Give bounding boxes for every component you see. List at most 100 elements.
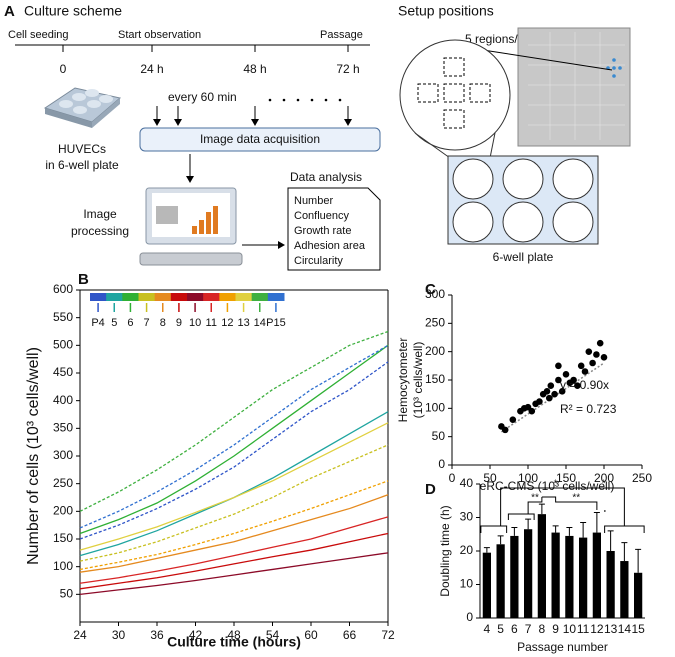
x-tick-label: 42 bbox=[189, 628, 203, 642]
y-tick-label: 50 bbox=[60, 587, 74, 601]
legend-label: 10 bbox=[189, 317, 201, 329]
time-label: 48 h bbox=[243, 62, 266, 76]
x-tick-label: 100 bbox=[518, 471, 538, 485]
series-line bbox=[79, 552, 389, 595]
panel-letter: C bbox=[425, 281, 436, 298]
legend-swatch bbox=[251, 293, 269, 301]
x-tick-label: 0 bbox=[449, 471, 456, 485]
time-label: 0 bbox=[60, 62, 67, 76]
series-line bbox=[79, 344, 389, 535]
y-tick-label: 400 bbox=[53, 393, 73, 407]
bracket bbox=[480, 510, 645, 533]
legend-label: 8 bbox=[160, 317, 166, 329]
x-tick-label: 12 bbox=[590, 622, 604, 636]
x-tick-label: 48 bbox=[227, 628, 241, 642]
point bbox=[543, 388, 551, 395]
error-bar bbox=[497, 535, 504, 545]
analysis-item: Confluency bbox=[294, 210, 350, 222]
plate-wells bbox=[452, 158, 594, 243]
well-zoom bbox=[399, 39, 511, 151]
trend-line bbox=[500, 362, 605, 433]
bar bbox=[482, 552, 491, 618]
setup-title: Setup positions bbox=[398, 3, 494, 19]
point bbox=[581, 368, 589, 375]
processing-label: Image bbox=[83, 207, 117, 221]
significance: * bbox=[554, 479, 558, 490]
point bbox=[536, 398, 543, 405]
x-tick-label: 10 bbox=[563, 622, 577, 636]
point bbox=[545, 394, 553, 402]
legend-swatch bbox=[90, 293, 107, 301]
zoom-line bbox=[489, 132, 496, 159]
bar bbox=[510, 535, 519, 618]
bar bbox=[565, 535, 574, 618]
y-tick-label: 100 bbox=[53, 559, 73, 573]
series-line bbox=[79, 361, 389, 540]
x-tick-label: 6 bbox=[511, 622, 518, 636]
point bbox=[574, 382, 581, 389]
y-tick-label: 600 bbox=[53, 282, 73, 296]
acquisition-label: Image data acquisition bbox=[200, 132, 320, 146]
plate-label: 6-well plate bbox=[493, 250, 554, 264]
cells-label: in 6-well plate bbox=[45, 158, 119, 172]
y-tick-label: 300 bbox=[53, 448, 73, 462]
y-tick-label: 450 bbox=[53, 365, 73, 379]
series-line bbox=[79, 344, 389, 529]
point bbox=[570, 376, 577, 384]
point bbox=[555, 376, 562, 384]
analysis-title: Data analysis bbox=[290, 170, 362, 184]
position-dots bbox=[606, 58, 622, 78]
series-line bbox=[79, 532, 389, 590]
point bbox=[562, 371, 570, 378]
y-tick-label: 250 bbox=[53, 476, 73, 490]
y-tick-label: 200 bbox=[53, 504, 73, 518]
cells-label: HUVECs bbox=[58, 142, 106, 156]
fit-label: y = 0.90x bbox=[560, 378, 609, 392]
y-tick-label: 0 bbox=[466, 610, 473, 624]
y-tick-label: 10 bbox=[460, 577, 474, 591]
significance: ** bbox=[531, 493, 539, 504]
legend-swatch bbox=[106, 293, 123, 301]
interval-label: every 60 min bbox=[168, 90, 237, 104]
point bbox=[558, 388, 566, 395]
y-axis-label: Hemocytometer bbox=[396, 338, 410, 423]
x-tick-label: 7 bbox=[525, 622, 532, 636]
panel-letter: D bbox=[425, 481, 436, 498]
y-tick-label: 550 bbox=[53, 310, 73, 324]
timeline-label: Passage bbox=[320, 29, 363, 41]
panel-letter: B bbox=[78, 271, 89, 288]
x-tick-label: 200 bbox=[594, 471, 614, 485]
x-axis-label: eRC-CMS (10³ cells/well) bbox=[480, 479, 615, 493]
analysis-item: Circularity bbox=[294, 255, 343, 267]
y-axis-label: Doubling time (h) bbox=[438, 505, 452, 596]
error-bar bbox=[607, 530, 614, 551]
x-tick-label: 15 bbox=[631, 622, 645, 636]
significance: ** bbox=[572, 493, 580, 504]
y-tick-label: 200 bbox=[425, 344, 445, 358]
timeline-ticks bbox=[62, 45, 349, 52]
error-bar bbox=[621, 542, 628, 562]
y-axis-label: (10³ cells/well) bbox=[411, 342, 425, 419]
bracket bbox=[500, 487, 625, 526]
x-tick-label: 13 bbox=[604, 622, 618, 636]
y-tick-label: 150 bbox=[425, 372, 445, 386]
bar bbox=[524, 529, 533, 618]
pointer bbox=[469, 47, 613, 71]
series-line bbox=[79, 516, 389, 584]
timeline-label: Start observation bbox=[118, 29, 201, 41]
y-tick-label: 30 bbox=[460, 510, 474, 524]
panel-title: Culture scheme bbox=[24, 3, 122, 19]
x-tick-label: 66 bbox=[343, 628, 357, 642]
series-line bbox=[79, 330, 389, 512]
y-tick-label: 500 bbox=[53, 338, 73, 352]
panel-letter: A bbox=[4, 3, 15, 20]
legend-label: 5 bbox=[111, 317, 117, 329]
r2-label: R² = 0.723 bbox=[560, 402, 617, 416]
series-line bbox=[79, 480, 389, 571]
acquisition-box bbox=[139, 127, 381, 152]
series-line bbox=[79, 422, 389, 551]
x-tick-label: 250 bbox=[632, 471, 652, 485]
legend-swatch bbox=[170, 293, 188, 301]
legend-label: 9 bbox=[176, 317, 182, 329]
